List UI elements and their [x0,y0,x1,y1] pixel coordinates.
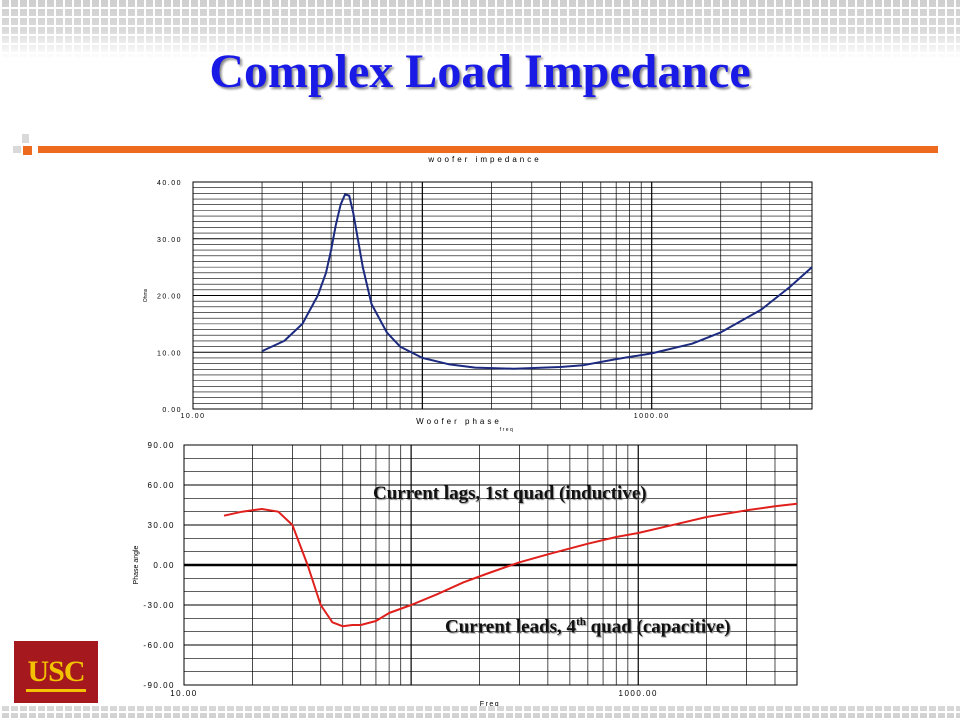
chart2-y-tick-label: 0.00 [153,561,175,570]
annotation-leads-sup: th [576,616,586,628]
chart2-y-tick-label: -90.00 [143,681,175,690]
usc-logo: USC [14,641,98,703]
chart1-x-tick-label: 10.00 [180,413,205,420]
chart1-y-tick-label: 40.00 [157,180,182,187]
chart2-y-axis-label: Phase angle [133,545,140,584]
chart2-series-line [223,502,798,628]
accent-rule [38,146,938,153]
chart2-x-tick-label: 10.00 [170,689,198,698]
decor-square [13,146,21,153]
annotation-leads-suffix: quad (capacitive) [585,616,731,638]
usc-logo-text: USC [27,655,85,688]
annotation-leads: Current leads, 4th quad (capacitive) [445,616,730,638]
chart2-y-tick-label: 60.00 [147,481,175,490]
chart1-y-tick-label: 0.00 [162,407,182,414]
chart1-y-tick-label: 30.00 [157,237,182,244]
chart2-y-tick-label: -30.00 [143,601,175,610]
bottom-pattern-band [0,706,960,720]
chart1-x-tick-label: 1000.00 [634,413,670,420]
chart1-y-axis-label: Ohms [143,288,149,302]
slide-title: Complex Load Impedance [209,45,751,98]
decor-square-accent [23,146,32,155]
chart1-y-tick-label: 20.00 [157,294,182,301]
chart1-y-tick-label: 10.00 [157,350,182,357]
top-band-fade [0,30,960,60]
chart2-y-tick-label: 90.00 [147,441,175,450]
chart1-title: woofer impedance [427,155,541,164]
chart2-title: Woofer phase [416,417,502,426]
usc-logo-underline [26,689,86,692]
chart2-x-axis-label: Freq [480,701,500,708]
annotation-leads-prefix: Current leads, 4 [445,616,577,638]
decor-square [22,134,29,143]
chart2-y-tick-label: -60.00 [143,641,175,650]
chart2-x-tick-label: 1000.00 [619,689,658,698]
chart1-x-axis-label: freq [500,427,515,433]
chart2-y-tick-label: 30.00 [147,521,175,530]
chart1-series-line [261,193,813,370]
annotation-lags: Current lags, 1st quad (inductive) [373,483,647,504]
